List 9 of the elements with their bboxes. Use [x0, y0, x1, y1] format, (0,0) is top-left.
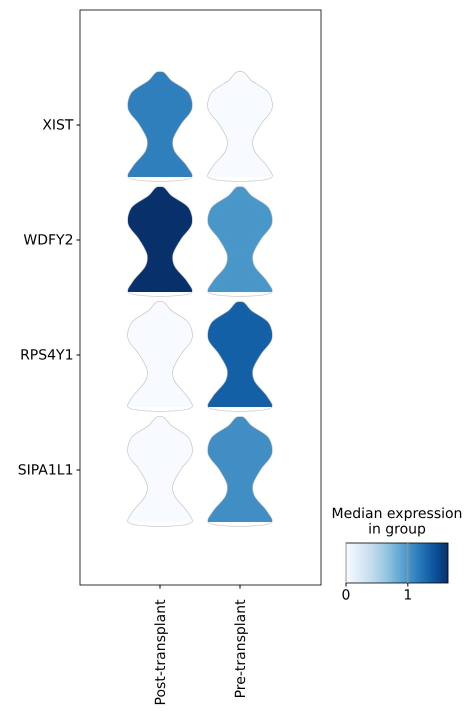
color-bar-title: Median expression in group — [332, 506, 462, 538]
y-tick-label: WDFY2 — [23, 232, 74, 248]
y-tick-label: RPS4Y1 — [20, 347, 74, 364]
color-bar-label: 0 — [342, 587, 350, 604]
y-tick-label: SIPA1L1 — [18, 462, 74, 478]
y-tick-label: XIST — [42, 117, 74, 134]
x-tick-label: Pre-transplant — [232, 598, 249, 698]
color-bar-label: 1 — [403, 587, 412, 604]
x-tick-label: Post-transplant — [152, 598, 169, 706]
